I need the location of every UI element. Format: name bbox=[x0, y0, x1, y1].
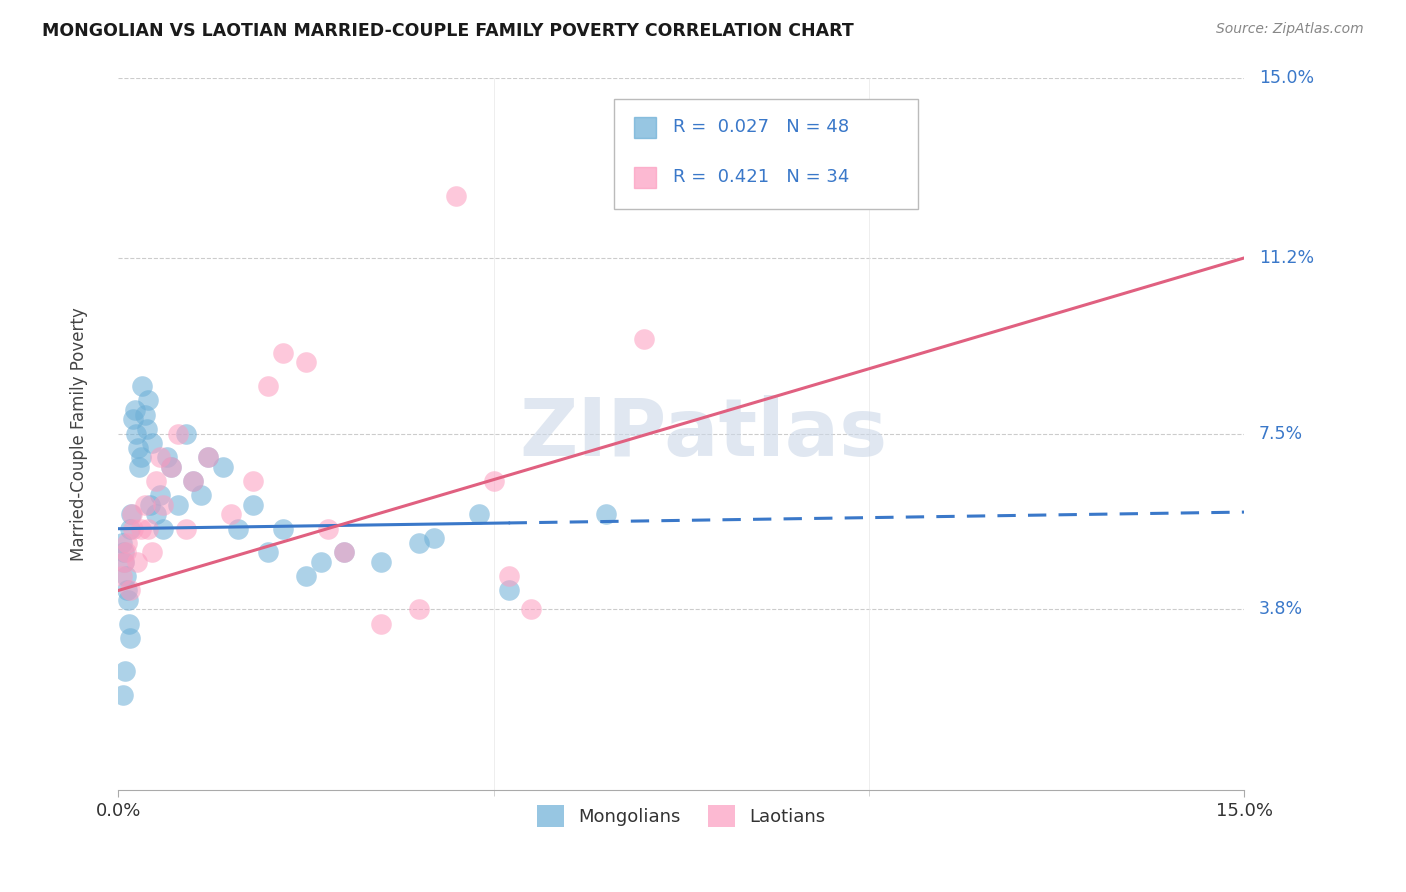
Point bbox=[257, 379, 280, 393]
Point bbox=[145, 474, 167, 488]
Point bbox=[112, 545, 135, 559]
Text: ZIPatlas: ZIPatlas bbox=[520, 395, 887, 473]
Bar bbox=[634, 167, 655, 188]
Point bbox=[273, 346, 295, 360]
Point bbox=[149, 488, 172, 502]
Point bbox=[467, 508, 489, 522]
Text: R =  0.027   N = 48: R = 0.027 N = 48 bbox=[672, 119, 849, 136]
Point bbox=[152, 522, 174, 536]
Text: MONGOLIAN VS LAOTIAN MARRIED-COUPLE FAMILY POVERTY CORRELATION CHART: MONGOLIAN VS LAOTIAN MARRIED-COUPLE FAMI… bbox=[42, 22, 853, 40]
Point bbox=[115, 583, 138, 598]
Point bbox=[370, 616, 392, 631]
Point bbox=[118, 631, 141, 645]
Point bbox=[174, 426, 197, 441]
FancyBboxPatch shape bbox=[613, 99, 918, 210]
Text: 7.5%: 7.5% bbox=[1258, 425, 1303, 442]
Text: Married-Couple Family Poverty: Married-Couple Family Poverty bbox=[70, 307, 89, 560]
Point bbox=[138, 393, 160, 408]
Point bbox=[139, 498, 162, 512]
Point bbox=[112, 555, 135, 569]
Point bbox=[242, 474, 264, 488]
Point bbox=[134, 498, 156, 512]
Point bbox=[219, 508, 242, 522]
Point bbox=[120, 522, 142, 536]
Point bbox=[332, 545, 354, 559]
Point bbox=[498, 569, 520, 583]
Point bbox=[595, 508, 617, 522]
Point bbox=[408, 536, 430, 550]
Point bbox=[183, 474, 205, 488]
Point bbox=[160, 460, 183, 475]
Point bbox=[167, 426, 190, 441]
Point bbox=[117, 593, 139, 607]
Point bbox=[318, 522, 340, 536]
Point bbox=[633, 332, 655, 346]
Point bbox=[482, 474, 505, 488]
Point bbox=[228, 522, 250, 536]
Point bbox=[498, 583, 520, 598]
Point bbox=[149, 450, 172, 465]
Point bbox=[408, 602, 430, 616]
Point bbox=[183, 474, 205, 488]
Point bbox=[124, 403, 146, 417]
Point bbox=[129, 450, 152, 465]
Point bbox=[129, 522, 152, 536]
Point bbox=[118, 583, 141, 598]
Point bbox=[273, 522, 295, 536]
Bar bbox=[634, 117, 655, 138]
Point bbox=[190, 488, 212, 502]
Point bbox=[444, 189, 467, 203]
Text: R =  0.421   N = 34: R = 0.421 N = 34 bbox=[672, 169, 849, 186]
Point bbox=[138, 522, 160, 536]
Point bbox=[332, 545, 354, 559]
Point bbox=[122, 412, 145, 426]
Point bbox=[135, 422, 157, 436]
Point bbox=[152, 498, 174, 512]
Point bbox=[122, 522, 145, 536]
Point bbox=[120, 508, 142, 522]
Point bbox=[117, 536, 139, 550]
Point bbox=[127, 441, 149, 455]
Point bbox=[131, 379, 153, 393]
Point bbox=[111, 569, 134, 583]
Point bbox=[115, 569, 138, 583]
Text: Source: ZipAtlas.com: Source: ZipAtlas.com bbox=[1216, 22, 1364, 37]
Point bbox=[141, 436, 163, 450]
Point bbox=[114, 664, 136, 678]
Point bbox=[145, 508, 167, 522]
Point bbox=[128, 460, 150, 475]
Point bbox=[111, 688, 134, 702]
Point bbox=[309, 555, 332, 569]
Point bbox=[141, 545, 163, 559]
Point bbox=[242, 498, 264, 512]
Point bbox=[295, 569, 318, 583]
Point bbox=[112, 555, 135, 569]
Point bbox=[520, 602, 543, 616]
Point bbox=[156, 450, 179, 465]
Point bbox=[111, 536, 134, 550]
Text: 11.2%: 11.2% bbox=[1258, 249, 1315, 267]
Point bbox=[197, 450, 219, 465]
Point bbox=[295, 355, 318, 369]
Text: 3.8%: 3.8% bbox=[1258, 600, 1303, 618]
Point bbox=[127, 555, 149, 569]
Text: 15.0%: 15.0% bbox=[1258, 69, 1315, 87]
Point bbox=[212, 460, 235, 475]
Point bbox=[115, 545, 138, 559]
Point bbox=[257, 545, 280, 559]
Point bbox=[370, 555, 392, 569]
Point bbox=[197, 450, 219, 465]
Point bbox=[174, 522, 197, 536]
Point bbox=[422, 531, 444, 545]
Point bbox=[118, 616, 141, 631]
Point bbox=[167, 498, 190, 512]
Point bbox=[134, 408, 156, 422]
Legend: Mongolians, Laotians: Mongolians, Laotians bbox=[530, 797, 832, 834]
Point bbox=[160, 460, 183, 475]
Point bbox=[125, 426, 148, 441]
Point bbox=[121, 508, 143, 522]
